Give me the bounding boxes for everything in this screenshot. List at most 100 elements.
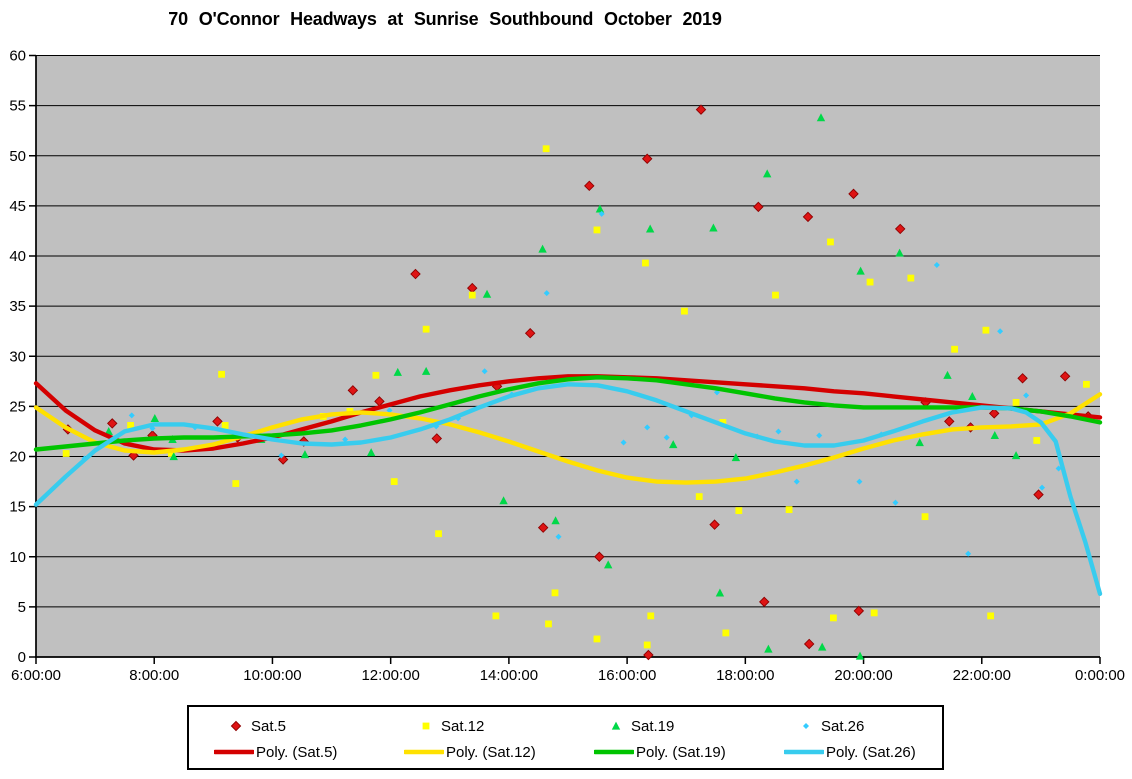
marker-sat12	[870, 609, 878, 617]
marker-sat5	[759, 596, 770, 608]
marker-sat12	[551, 589, 559, 597]
marker-sat19	[990, 431, 999, 440]
marker-sat5	[537, 522, 549, 533]
marker-sat5	[803, 638, 815, 650]
x-tick-label: 18:00:00	[716, 667, 774, 684]
marker-sat26	[342, 436, 349, 443]
marker-sat19	[855, 651, 865, 660]
marker-sat12	[435, 530, 442, 538]
y-tick-label: 35	[9, 298, 26, 315]
marker-sat26	[1055, 465, 1062, 472]
marker-sat12	[866, 278, 874, 286]
marker-sat26	[892, 499, 899, 506]
marker-sat12	[492, 612, 500, 620]
marker-sat19	[300, 450, 310, 459]
legend-series-sat19: Sat.19	[609, 714, 674, 738]
marker-sat26	[663, 434, 670, 441]
marker-sat5	[753, 201, 764, 213]
marker-sat19	[1011, 451, 1021, 460]
trendline-sample-icon	[784, 749, 824, 755]
marker-sat26	[933, 262, 940, 269]
y-tick-label: 45	[9, 198, 26, 215]
marker-sat19	[393, 367, 402, 376]
marker-sat12	[1033, 437, 1041, 444]
marker-sat19	[715, 588, 725, 597]
chart-title: 70 O'Connor Headways at Sunrise Southbou…	[168, 9, 722, 29]
marker-sat19	[816, 113, 826, 122]
legend-box: Sat.5 Sat.12 Sat.19 Sat.26 Poly. (Sat.5) Pol…	[187, 705, 944, 770]
trendline-sat26	[33, 382, 1103, 596]
marker-sat5	[1033, 489, 1044, 500]
marker-sat19	[551, 516, 560, 525]
legend-trendline-sat26: Poly. (Sat.26)	[784, 740, 916, 764]
marker-sat12	[830, 614, 837, 622]
marker-sat12	[390, 478, 398, 485]
legend-trendline-sat5: Poly. (Sat.5)	[214, 740, 337, 764]
marker-sat19	[764, 644, 773, 653]
trendline-sat12	[33, 392, 1103, 485]
x-tick-label: 14:00:00	[480, 667, 538, 684]
trendline-sample-icon	[404, 749, 444, 755]
marker-sat19	[366, 448, 376, 457]
x-tick-label: 12:00:00	[361, 667, 419, 684]
x-tick-label: 0:00:00	[1075, 667, 1125, 684]
marker-sat12	[951, 345, 958, 353]
marker-sat5	[848, 188, 859, 200]
marker-sat5	[944, 416, 955, 427]
dot-marker-icon	[803, 723, 809, 729]
marker-sat12	[372, 371, 380, 379]
marker-sat19	[817, 642, 827, 651]
marker-sat26	[775, 428, 782, 435]
marker-sat19	[421, 366, 431, 375]
marker-sat26	[620, 439, 627, 446]
legend-row-lines: Poly. (Sat.5) Poly. (Sat.12) Poly. (Sat.19…	[189, 740, 942, 764]
marker-sat26	[481, 368, 488, 375]
marker-sat19	[915, 438, 924, 447]
marker-sat12	[218, 370, 226, 378]
marker-sat12	[772, 291, 779, 299]
marker-sat19	[856, 266, 865, 275]
marker-sat12	[468, 291, 476, 299]
marker-sat5	[643, 649, 654, 661]
marker-sat12	[1083, 380, 1090, 388]
marker-sat19	[482, 289, 492, 298]
marker-sat5	[410, 268, 421, 280]
marker-sat5	[988, 408, 1000, 419]
marker-sat12	[785, 506, 793, 514]
marker-sat12	[827, 238, 834, 246]
y-tick-label: 0	[18, 649, 26, 666]
marker-sat5	[347, 385, 359, 396]
trendline-sat5	[33, 374, 1103, 453]
legend-label: Poly. (Sat.26)	[826, 743, 916, 761]
marker-sat5	[695, 104, 707, 115]
y-tick-label: 5	[18, 599, 26, 616]
marker-sat12	[1012, 398, 1020, 406]
marker-sat12	[735, 507, 743, 515]
marker-sat5	[802, 211, 814, 223]
marker-sat5	[1059, 371, 1071, 382]
marker-sat5	[894, 223, 906, 235]
marker-sat12	[921, 513, 929, 521]
x-tick-label: 22:00:00	[953, 667, 1011, 684]
marker-sat26	[543, 290, 550, 297]
marker-sat26	[278, 452, 285, 459]
marker-sat5	[107, 418, 118, 429]
marker-sat26	[997, 328, 1004, 335]
marker-sat12	[62, 450, 70, 457]
y-tick-label: 50	[9, 148, 26, 165]
legend-label: Poly. (Sat.19)	[636, 743, 726, 761]
marker-sat12	[647, 612, 655, 620]
marker-sat19	[669, 440, 678, 449]
marker-sat19	[538, 244, 547, 253]
marker-sat12	[221, 422, 229, 429]
marker-sat26	[793, 478, 800, 485]
marker-sat19	[709, 223, 718, 232]
y-tick-label: 55	[9, 98, 26, 115]
triangle-marker-icon	[611, 721, 621, 730]
marker-sat12	[982, 326, 990, 334]
y-tick-label: 15	[9, 499, 26, 516]
legend-row-markers: Sat.5 Sat.12 Sat.19 Sat.26	[189, 714, 942, 738]
marker-sat5	[431, 433, 443, 444]
y-tick-label: 40	[9, 248, 26, 265]
